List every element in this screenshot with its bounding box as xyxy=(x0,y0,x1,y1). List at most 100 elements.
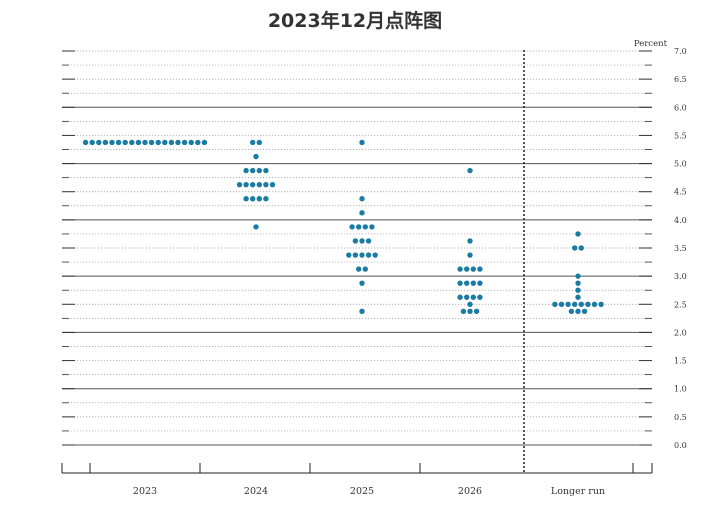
y-tick-label: 5.5 xyxy=(674,131,687,140)
dot-marker xyxy=(89,139,95,146)
dot-marker xyxy=(263,196,269,202)
dot-marker xyxy=(256,167,262,174)
y-tick-label: 3.5 xyxy=(674,244,687,253)
dot-marker xyxy=(575,273,581,279)
x-category-label: 2024 xyxy=(244,486,268,497)
dot-marker xyxy=(129,139,135,146)
dot-marker xyxy=(201,139,208,146)
dot-marker xyxy=(82,139,89,146)
dot-marker xyxy=(467,301,473,307)
y-tick-label: 6.5 xyxy=(674,75,687,84)
dot-marker xyxy=(467,252,473,258)
dot-marker xyxy=(168,139,175,146)
dot-marker xyxy=(575,294,581,300)
dot-marker xyxy=(572,245,578,251)
dot-marker xyxy=(581,308,588,315)
dot-marker xyxy=(362,224,368,230)
dot-marker xyxy=(352,238,359,244)
dot-marker xyxy=(243,181,249,188)
dot-marker xyxy=(256,196,262,202)
dot-marker xyxy=(135,139,142,146)
y-tick-label: 0.0 xyxy=(674,441,687,450)
dot-marker xyxy=(256,139,262,146)
dot-marker xyxy=(359,252,365,258)
dot-marker xyxy=(575,308,581,315)
dot-marker xyxy=(181,139,188,146)
dot-marker xyxy=(243,167,249,174)
dot-marker xyxy=(155,139,161,146)
dot-marker xyxy=(365,238,372,244)
y-tick-label: 2.5 xyxy=(674,300,687,309)
y-tick-label: 0.5 xyxy=(674,413,687,422)
dot-marker xyxy=(575,280,581,286)
dot-marker xyxy=(565,301,571,307)
dot-marker xyxy=(552,301,558,307)
dot-marker xyxy=(250,196,256,202)
dot-marker xyxy=(470,280,476,286)
x-category-label: 2023 xyxy=(133,486,157,497)
dot-marker xyxy=(109,139,115,146)
dot-marker xyxy=(598,301,604,307)
dot-marker xyxy=(263,181,269,188)
dot-marker xyxy=(356,266,362,272)
dot-marker xyxy=(464,280,470,286)
dot-marker xyxy=(473,308,480,315)
dot-marker xyxy=(359,196,365,202)
dot-marker xyxy=(365,252,372,258)
dot-marker xyxy=(460,308,467,315)
dot-marker xyxy=(162,139,168,146)
dot-marker xyxy=(250,181,256,188)
dot-marker xyxy=(457,294,463,300)
y-tick-label: 1.0 xyxy=(674,385,687,394)
y-tick-label: 4.0 xyxy=(674,216,687,225)
dot-marker xyxy=(250,139,256,146)
y-tick-label: 2.0 xyxy=(674,328,687,337)
dot-marker xyxy=(250,167,256,174)
dot-marker xyxy=(359,308,365,315)
dot-marker xyxy=(372,252,378,258)
dot-marker xyxy=(585,301,591,307)
x-axis-category-labels: 2023 2024 2025 2026 Longer run xyxy=(133,486,605,497)
x-category-label: 2025 xyxy=(350,486,374,497)
dot-marker xyxy=(115,139,122,146)
dot-marker xyxy=(457,266,463,272)
dot-marker xyxy=(477,294,483,300)
dot-marker xyxy=(467,308,473,315)
dot-marker xyxy=(188,139,194,146)
x-category-label: 2026 xyxy=(458,486,482,497)
dot-marker xyxy=(175,139,181,146)
dot-marker xyxy=(470,266,476,272)
chart-title: 2023年12月点阵图 xyxy=(268,9,442,32)
dot-marker xyxy=(362,266,368,272)
dot-marker xyxy=(96,139,102,146)
dot-marker xyxy=(359,238,365,244)
dot-marker xyxy=(464,294,470,300)
dot-marker xyxy=(359,280,365,286)
dot-marker xyxy=(578,301,584,307)
dot-marker xyxy=(477,266,483,272)
dots xyxy=(82,139,604,315)
dot-marker xyxy=(575,287,581,293)
dot-marker xyxy=(253,224,259,230)
dot-marker xyxy=(477,280,483,286)
dot-marker xyxy=(575,231,581,237)
dot-marker xyxy=(142,139,148,146)
dot-marker xyxy=(356,224,362,230)
y-tick-label: 4.5 xyxy=(674,188,687,197)
dot-marker xyxy=(572,301,578,307)
dot-marker xyxy=(558,301,565,307)
dot-marker xyxy=(359,210,365,216)
dot-marker xyxy=(148,139,155,146)
dot-marker xyxy=(102,139,109,146)
gridlines xyxy=(62,50,652,446)
dot-marker xyxy=(467,167,473,174)
y-axis-tick-labels: 0.0 0.5 1.0 1.5 2.0 2.5 3.0 3.5 4.0 4.5 5.0 5.5 6.0 6… xyxy=(674,47,687,450)
dot-marker xyxy=(568,308,575,315)
y-tick-label: 6.0 xyxy=(674,103,687,112)
dot-marker xyxy=(269,181,276,188)
dot-marker xyxy=(263,167,269,174)
dot-marker xyxy=(346,252,352,258)
dot-marker xyxy=(467,238,473,244)
dot-marker xyxy=(253,153,259,160)
